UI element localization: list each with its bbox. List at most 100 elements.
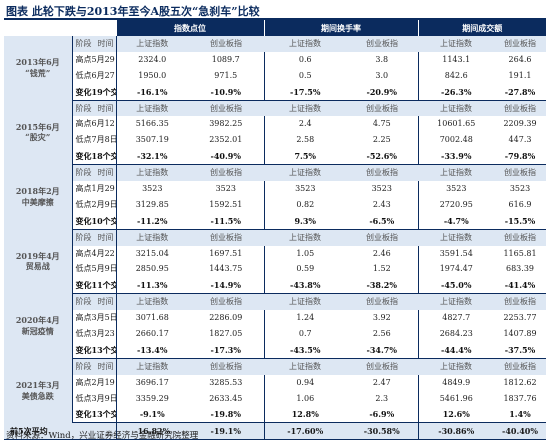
change-cell: 12.6%: [417, 406, 494, 424]
value-cell: 2.4: [263, 116, 346, 133]
change-cell: 12.8%: [263, 406, 346, 424]
time-col-label: 时间: [97, 38, 114, 48]
value-cell: 2633.45: [209, 393, 243, 403]
time-col-label: 时间: [97, 168, 114, 178]
index-col-label: 上证指数: [264, 358, 346, 375]
source-note: 资料来源：Wind，兴业证券经济与金融研究院整理: [6, 431, 199, 441]
change-cell: -43.8%: [263, 277, 346, 295]
title-rule: [4, 18, 546, 20]
trading-days-cell: 13个交易日: [91, 344, 117, 355]
index-col-label: 创业板指: [494, 293, 546, 311]
change-cell: -34.7%: [346, 341, 418, 359]
index-col-label: 上证指数: [115, 293, 188, 311]
value-cell: 683.39: [506, 264, 534, 274]
value-cell: 1407.89: [503, 328, 537, 338]
comparison-table: 指数点位 期间换手率 期间成交额 2013年6月 “钱荒” 阶段 时间 上证指数 创业板…: [4, 20, 546, 441]
change-row: 变化13个交易日-13.4%-17.3%-43.5%-34.7%-44.4%-3…: [4, 341, 546, 359]
value-cell: 5461.96: [417, 390, 494, 407]
stage-time-cell: 高点5月29日: [72, 52, 117, 68]
value-cell: 2.56: [372, 328, 391, 338]
change-cell: -17.5%: [263, 83, 346, 101]
date-cell: 6月27日: [91, 70, 117, 80]
value-cell: 1812.62: [503, 377, 537, 387]
index-col-label: 上证指数: [264, 229, 346, 246]
value-cell: 2209.39: [503, 119, 537, 129]
event-name: 2018年2月 中美摩擦: [4, 164, 73, 230]
change-cell: -9.1%: [115, 406, 188, 424]
index-col-label: 上证指数: [418, 36, 494, 52]
table-row: 高点5月29日2324.0 1089.7 0.6 3.8 1143.1 264.6: [4, 51, 546, 68]
change-cell: -40.9%: [188, 148, 264, 166]
value-cell: 1443.75: [209, 264, 243, 274]
table-row: 低点 5月9日 2850.95 1443.75 0.59 1.52 1974.47 683.3…: [4, 261, 546, 278]
value-cell: 3285.53: [209, 377, 243, 387]
change-cell: -15.5%: [494, 212, 546, 230]
value-cell: 2720.95: [417, 196, 494, 213]
stage-time-cell: 变化10个交易日: [72, 212, 116, 230]
value-cell: 1.52: [372, 264, 391, 274]
index-col-label: 上证指数: [418, 100, 494, 117]
event-subheader-row: 2019年4月 贸易战 阶段 时间 上证指数 创业板指 上证指数 创业板指 上证指数 创业板指: [4, 229, 546, 294]
stage-time-cell: 阶段 时间: [72, 229, 116, 246]
value-cell: 2253.77: [503, 313, 537, 323]
index-col-label: 创业板指: [494, 229, 546, 246]
stage-low-label: 低点: [75, 328, 92, 338]
value-cell: 1143.1: [417, 51, 494, 68]
stage-time-cell: 低点 7月8日: [72, 132, 117, 148]
index-col-label: 创业板指: [494, 164, 546, 182]
value-cell: 842.6: [417, 67, 494, 84]
change-cell: -14.9%: [188, 277, 264, 295]
value-cell: 2.46: [372, 248, 391, 258]
stage-time-cell: 低点 2月9日: [72, 197, 117, 213]
stage-low-label: 低点: [75, 199, 92, 209]
stage-high-label: 高点: [75, 313, 92, 323]
stage-time-cell: 变化13个交易日: [72, 341, 117, 359]
event-name: 2021年3月 美债急跌: [4, 358, 73, 423]
value-cell: 3591.54: [417, 245, 494, 262]
index-col-label: 创业板指: [188, 358, 264, 375]
stage-label: 阶段: [75, 297, 92, 307]
stage-time-cell: 变化19个交易日: [72, 83, 116, 101]
header-blank: [4, 20, 116, 36]
date-cell: 2月19日: [91, 377, 117, 387]
index-col-label: 创业板指: [188, 229, 264, 246]
stage-change-label: 变化: [75, 86, 92, 97]
value-cell: 1165.81: [503, 248, 537, 258]
event-subheader-row: 2013年6月 “钱荒” 阶段 时间 上证指数 创业板指 上证指数 创业板指 上证指数 创业板指: [4, 36, 546, 101]
value-cell: 1592.51: [209, 199, 243, 209]
value-cell: 2.43: [372, 199, 391, 209]
index-col-label: 上证指数: [264, 293, 346, 311]
table-row: 低点3月23日2660.17 1827.05 0.7 2.56 2684.23 1407.…: [4, 326, 546, 342]
value-cell: 3.92: [372, 313, 391, 323]
index-col-label: 创业板指: [188, 36, 264, 52]
date-cell: 5月9日: [91, 264, 117, 274]
index-col-label: 上证指数: [115, 164, 188, 182]
time-col-label: 时间: [97, 361, 114, 371]
value-cell: 616.9: [508, 199, 532, 209]
value-cell: 7002.48: [417, 132, 494, 149]
index-col-label: 创业板指: [346, 293, 418, 311]
index-col-label: 创业板指: [494, 100, 546, 117]
value-cell: 2.47: [372, 377, 391, 387]
value-cell: 0.7: [263, 326, 346, 342]
stage-time-cell: 高点4月22日: [72, 246, 117, 262]
stage-change-label: 变化: [75, 151, 92, 162]
stage-time-cell: 阶段 时间: [72, 36, 116, 52]
date-cell: 2月9日: [91, 199, 117, 209]
index-col-label: 创业板指: [188, 293, 264, 311]
change-cell: 9.3%: [263, 212, 346, 230]
index-col-label: 创业板指: [346, 36, 418, 52]
value-cell: 3523: [371, 183, 392, 193]
index-col-label: 上证指数: [115, 229, 188, 246]
time-col-label: 时间: [97, 103, 114, 113]
value-cell: 1827.05: [209, 328, 243, 338]
index-col-label: 上证指数: [115, 36, 188, 52]
change-row: 变化13个交易日-9.1%-19.8%12.8%-6.9%12.6%1.4%: [4, 406, 546, 424]
change-cell: -79.8%: [494, 148, 546, 166]
value-cell: 3359.29: [115, 390, 188, 407]
change-cell: -11.2%: [115, 212, 188, 230]
value-cell: 3.8: [375, 54, 389, 64]
table-body: 2013年6月 “钱荒” 阶段 时间 上证指数 创业板指 上证指数 创业板指 上证指数 创业板指…: [4, 36, 546, 441]
index-col-label: 上证指数: [418, 293, 494, 311]
